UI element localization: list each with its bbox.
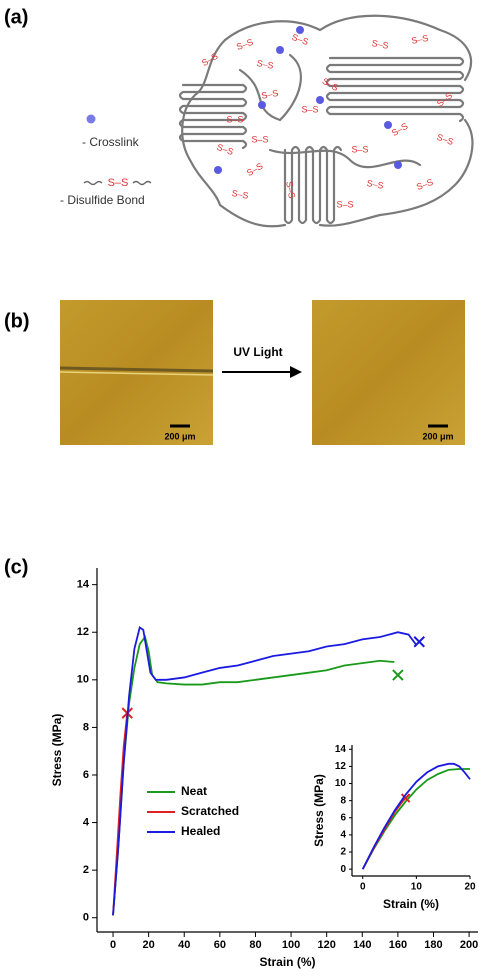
x-tick-label: 160: [389, 939, 407, 951]
y-tick-label: 12: [77, 626, 89, 638]
crosslink: [316, 96, 324, 104]
disulfide-label: S–S: [226, 114, 243, 124]
y-axis-label: Stress (MPa): [312, 774, 326, 847]
x-axis-label: Strain (%): [383, 897, 439, 911]
disulfide-label: S–S: [411, 33, 429, 46]
bond-symbol: S–S: [108, 177, 129, 189]
disulfide-label: S–S: [301, 104, 318, 114]
x-axis-label: Strain (%): [259, 955, 315, 969]
disulfide-label: S–S: [261, 88, 279, 101]
crosslink-label: - Crosslink: [82, 135, 140, 149]
x-tick-label: 120: [317, 939, 335, 951]
y-tick-label: 12: [335, 761, 347, 772]
crosslink: [276, 46, 284, 54]
break-marker: [414, 637, 424, 647]
legend-label: Neat: [181, 784, 207, 798]
y-tick-label: 8: [83, 721, 89, 733]
y-tick-label: 4: [83, 816, 90, 828]
panel-label: (b): [4, 310, 30, 332]
disulfide-label: S–S: [436, 132, 455, 147]
disulfide-label: S–S: [216, 142, 235, 157]
x-tick-label: 100: [282, 939, 300, 951]
disulfide-label: S–S: [336, 199, 353, 209]
y-tick-label: 14: [77, 579, 90, 591]
x-tick-label: 80: [249, 939, 261, 951]
scale-label: 200 μm: [164, 431, 195, 441]
series-line: [113, 627, 416, 915]
crosslink-icon: [87, 115, 96, 124]
y-tick-label: 0: [83, 912, 89, 924]
x-tick-label: 40: [178, 939, 190, 951]
legend-label: Healed: [181, 824, 220, 838]
y-tick-label: 2: [340, 847, 346, 858]
y-tick-label: 6: [83, 769, 89, 781]
disulfide-label: S–S: [366, 178, 384, 191]
y-tick-label: 0: [340, 864, 346, 875]
bond-label: - Disulfide Bond: [60, 193, 145, 207]
y-tick-label: 8: [340, 795, 346, 806]
x-tick-label: 140: [353, 939, 371, 951]
x-tick-label: 0: [110, 939, 116, 951]
figure: (a) (b) (c) - Crosslink S–S - Disulfide …: [0, 0, 484, 980]
y-tick-label: 14: [335, 744, 347, 755]
y-tick-label: 4: [340, 830, 346, 841]
disulfide-label: S–S: [390, 121, 410, 138]
micrograph-after: [312, 300, 465, 445]
panel-label: (a): [4, 6, 28, 28]
crosslink: [214, 166, 222, 174]
x-tick-label: 20: [143, 939, 155, 951]
crosslink: [394, 161, 402, 169]
series-line: [363, 769, 470, 869]
y-axis-label: Stress (MPa): [50, 714, 64, 787]
lamella: [327, 58, 463, 121]
panel-label: (c): [4, 556, 28, 578]
y-tick-label: 6: [340, 812, 346, 823]
y-tick-label: 10: [77, 674, 89, 686]
disulfide-label: S–S: [231, 188, 249, 201]
scale-label: 200 μm: [422, 431, 453, 441]
series-line: [363, 764, 470, 869]
disulfide-label: S–S: [251, 134, 268, 144]
x-tick-label: 10: [411, 882, 423, 893]
arrow-label: UV Light: [233, 345, 282, 359]
chain: [225, 16, 471, 80]
y-tick-label: 2: [83, 864, 89, 876]
disulfide-label: S–S: [291, 32, 310, 47]
x-tick-label: 20: [464, 882, 476, 893]
x-tick-label: 60: [214, 939, 226, 951]
x-tick-label: 180: [424, 939, 442, 951]
disulfide-label: S–S: [235, 37, 254, 52]
disulfide-label: S–S: [245, 161, 265, 178]
legend-label: Scratched: [181, 804, 239, 818]
arrow-head: [290, 366, 302, 378]
disulfide-label: S–S: [415, 177, 434, 192]
crosslink: [258, 101, 266, 109]
break-marker: [393, 670, 403, 680]
y-tick-label: 10: [335, 778, 347, 789]
crosslink: [296, 26, 304, 34]
disulfide-label: S–S: [351, 144, 368, 154]
disulfide-label: S–S: [371, 38, 389, 51]
x-tick-label: 200: [460, 939, 478, 951]
disulfide-label: S–S: [256, 58, 274, 71]
x-tick-label: 0: [360, 882, 366, 893]
crosslink: [384, 121, 392, 129]
disulfide-label: S–S: [284, 181, 297, 199]
